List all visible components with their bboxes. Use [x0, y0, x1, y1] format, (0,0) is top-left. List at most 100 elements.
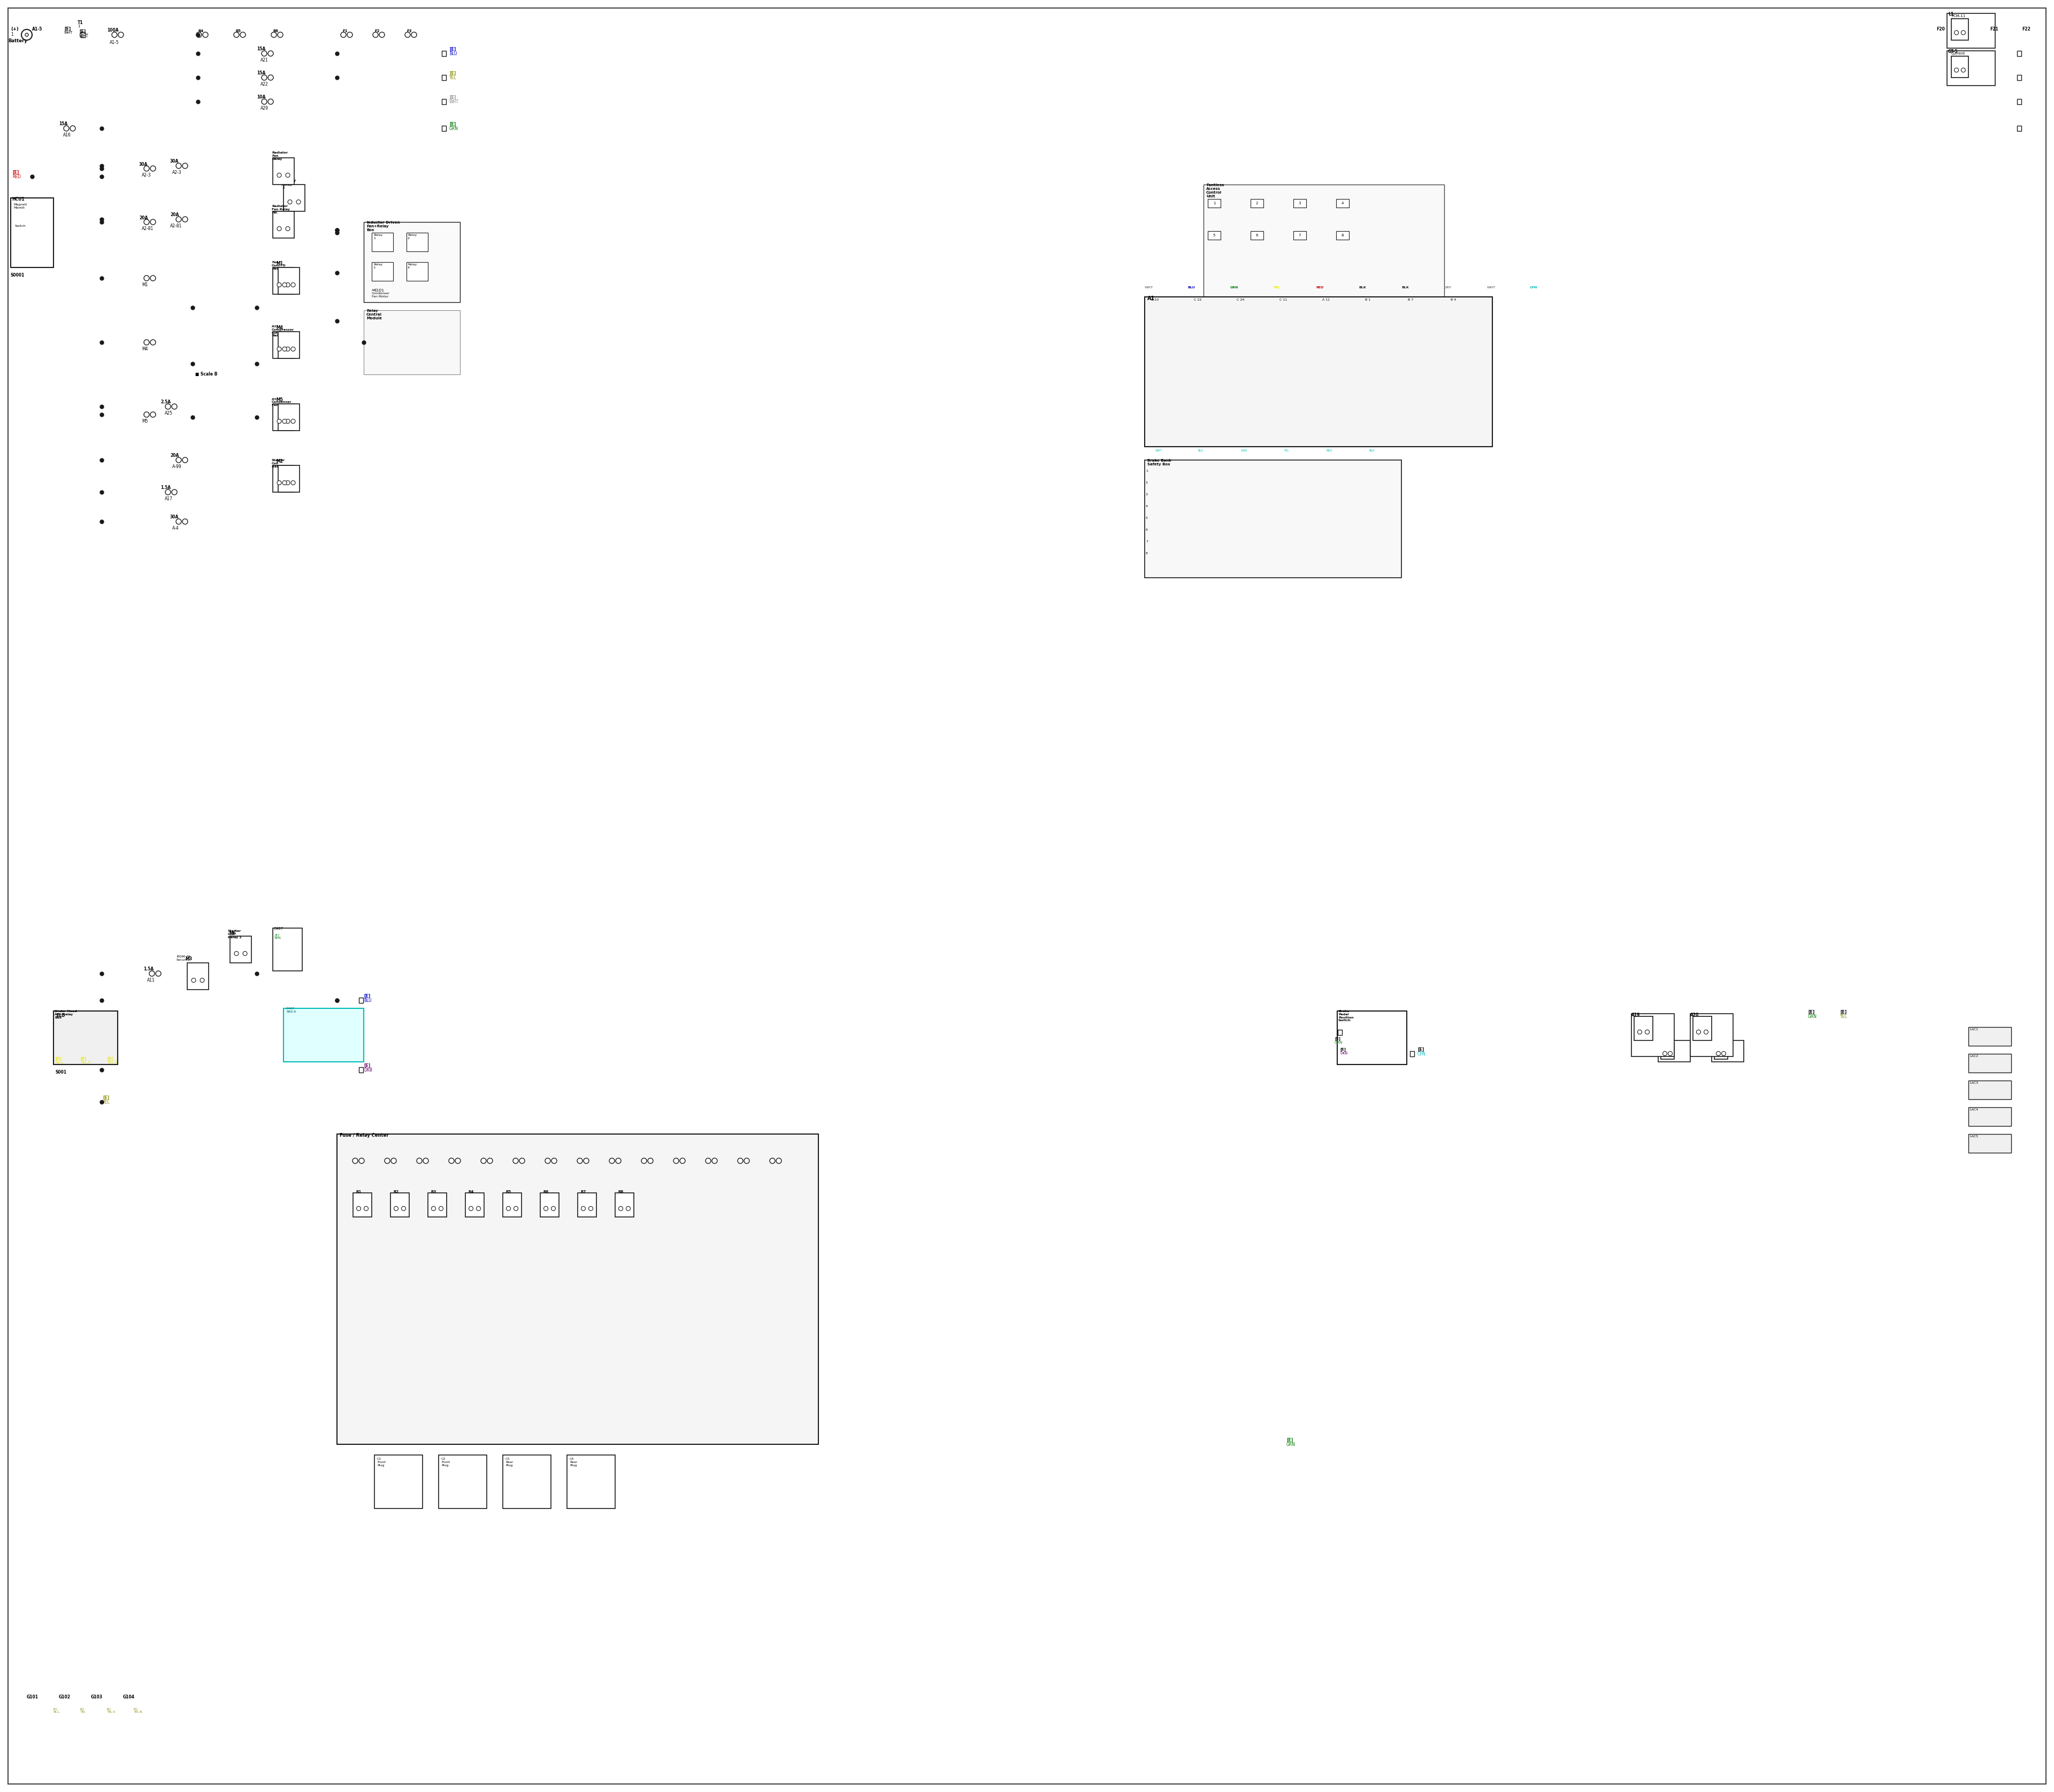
Circle shape [283, 283, 288, 287]
Circle shape [589, 1206, 594, 1211]
Circle shape [347, 32, 353, 38]
Circle shape [177, 457, 181, 462]
Text: GRN: GRN [1335, 1041, 1343, 1045]
Circle shape [111, 32, 117, 38]
Circle shape [520, 1158, 524, 1163]
Circle shape [448, 1158, 454, 1163]
Text: C 10: C 10 [1150, 299, 1158, 301]
Circle shape [1717, 1052, 1721, 1055]
Text: [E]
SRN: [E] SRN [275, 934, 281, 939]
Text: M1: M1 [275, 262, 283, 265]
Circle shape [150, 412, 156, 418]
Text: 7: 7 [1298, 233, 1300, 237]
Text: C 24: C 24 [1237, 299, 1245, 301]
Text: A19: A19 [1658, 1039, 1668, 1045]
Text: 2: 2 [1255, 202, 1259, 204]
Circle shape [610, 1158, 614, 1163]
Bar [277, 267, 300, 294]
Bar [442, 75, 446, 81]
Circle shape [277, 480, 281, 486]
Circle shape [514, 1206, 518, 1211]
Bar [442, 125, 446, 131]
Text: F20: F20 [1937, 27, 1945, 32]
Bar [390, 1193, 409, 1217]
Bar [273, 403, 294, 430]
Circle shape [183, 457, 187, 462]
Bar [1294, 199, 1306, 208]
Bar [353, 1193, 372, 1217]
Text: [E]
YEL-N: [E] YEL-N [134, 1708, 142, 1713]
Text: [E]: [E] [12, 170, 18, 176]
Circle shape [183, 520, 187, 525]
Text: A2-81: A2-81 [142, 226, 154, 231]
Text: A20: A20 [1711, 1039, 1721, 1045]
Text: 30A: 30A [170, 514, 179, 520]
Text: C 22: C 22 [1193, 299, 1202, 301]
Text: 4: 4 [1146, 505, 1148, 507]
Circle shape [234, 952, 238, 955]
Circle shape [286, 283, 290, 287]
Text: [E]: [E] [64, 27, 70, 32]
Bar [273, 158, 294, 185]
Text: (+): (+) [10, 27, 18, 32]
Bar [466, 1193, 485, 1217]
Bar [1337, 1030, 1341, 1036]
Text: Starter
Coil
Relay 2: Starter Coil Relay 2 [228, 930, 242, 939]
Circle shape [544, 1206, 548, 1211]
Text: A20: A20 [1690, 1012, 1699, 1018]
Text: WHT: WHT [1487, 287, 1495, 289]
Circle shape [394, 1206, 398, 1211]
Circle shape [261, 50, 267, 56]
Text: M5: M5 [142, 419, 148, 423]
Bar [1968, 1081, 2011, 1098]
Circle shape [261, 99, 267, 104]
Circle shape [183, 217, 187, 222]
Circle shape [292, 480, 296, 486]
Circle shape [177, 520, 181, 525]
Circle shape [144, 412, 150, 418]
Bar [1251, 231, 1263, 240]
Text: A19: A19 [1631, 1012, 1641, 1018]
Circle shape [183, 163, 187, 168]
Text: DKB: DKB [1339, 1052, 1347, 1055]
Bar [1968, 1027, 2011, 1047]
Bar [1294, 231, 1306, 240]
Text: B5: B5 [236, 29, 240, 32]
Text: 1: 1 [1214, 202, 1216, 204]
Text: HCU1: HCU1 [12, 197, 25, 202]
Circle shape [1697, 1030, 1701, 1034]
Circle shape [713, 1158, 717, 1163]
Circle shape [150, 276, 156, 281]
Text: A 11: A 11 [1323, 299, 1329, 301]
Text: WHT: WHT [1154, 450, 1163, 452]
Circle shape [374, 32, 378, 38]
Bar [1711, 1041, 1744, 1063]
Circle shape [261, 75, 267, 81]
Text: A1-5: A1-5 [33, 27, 43, 32]
Circle shape [1721, 1052, 1725, 1055]
Text: [E]: [E] [364, 1063, 370, 1068]
Circle shape [267, 99, 273, 104]
Circle shape [267, 75, 273, 81]
Bar [283, 185, 304, 211]
Bar [1208, 199, 1220, 208]
Circle shape [477, 1206, 481, 1211]
Circle shape [286, 419, 290, 423]
Circle shape [25, 34, 29, 36]
Circle shape [583, 1158, 589, 1163]
Bar [1951, 18, 1968, 39]
Circle shape [286, 348, 290, 351]
Circle shape [674, 1158, 678, 1163]
Circle shape [277, 32, 283, 38]
Circle shape [286, 174, 290, 177]
Bar [273, 267, 294, 294]
Text: [E]: [E] [364, 995, 370, 998]
Text: Fan
Cont+D
Relay: Fan Cont+D Relay [271, 262, 286, 271]
Text: [E]: [E] [1335, 1038, 1341, 1041]
Text: Relay
3: Relay 3 [374, 263, 382, 269]
Circle shape [197, 32, 201, 38]
Text: Brake
Pedal
Position
Switch: Brake Pedal Position Switch [1339, 1011, 1354, 1021]
Bar [374, 1455, 423, 1509]
Bar [1662, 1043, 1674, 1059]
Bar [372, 233, 392, 251]
